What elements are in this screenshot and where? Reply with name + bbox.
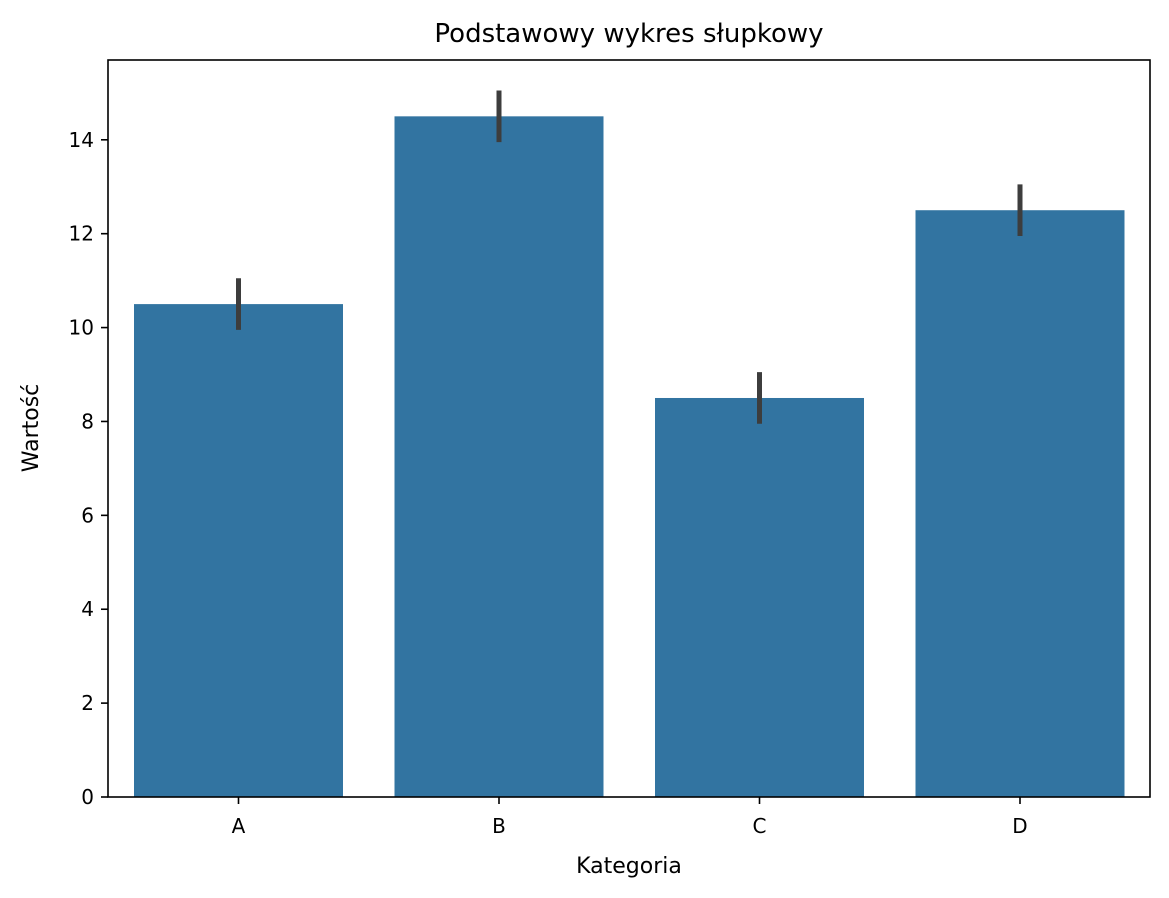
x-axis-ticks: A B C D [232,797,1028,838]
y-tick-label: 10 [69,316,94,340]
bar-a [134,304,343,797]
y-tick-label: 6 [81,503,94,527]
error-bars-layer [236,90,1023,424]
bars-layer [134,116,1125,798]
y-axis-label: Wartość [19,384,44,473]
x-tick-label: D [1012,814,1027,838]
x-tick-label: A [232,814,246,838]
y-tick-label: 12 [69,222,94,246]
x-axis-label: Kategoria [576,854,682,879]
y-tick-label: 8 [81,409,94,433]
bar-d [915,210,1125,798]
y-axis-ticks: 0 2 4 6 8 10 12 14 [69,128,108,809]
chart-title: Podstawowy wykres słupkowy [434,19,823,49]
bar-b [394,116,604,798]
y-tick-label: 2 [81,691,94,715]
plot-frame [107,59,1151,798]
y-tick-label: 0 [81,785,94,809]
x-tick-label: C [753,814,767,838]
bar-c [655,397,864,797]
y-tick-label: 14 [69,128,94,152]
x-tick-label: B [492,814,506,838]
y-tick-label: 4 [81,597,94,621]
